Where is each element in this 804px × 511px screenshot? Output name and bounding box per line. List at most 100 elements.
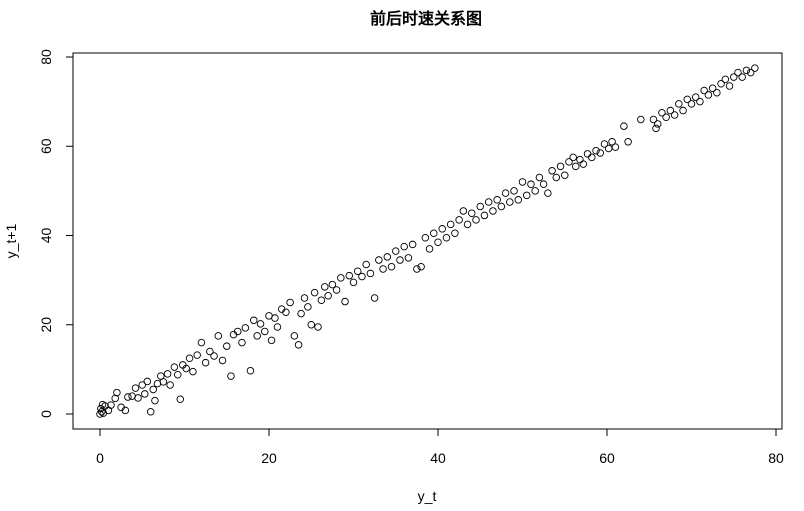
data-point	[730, 73, 738, 81]
data-point	[413, 265, 421, 273]
data-point	[556, 162, 565, 171]
data-point	[253, 332, 261, 340]
data-point	[197, 338, 206, 347]
y-tick-label: 60	[38, 138, 54, 154]
data-point	[658, 109, 666, 117]
data-point	[375, 256, 383, 264]
data-point	[404, 254, 413, 262]
data-point	[548, 167, 556, 175]
data-point	[337, 274, 345, 282]
data-point	[717, 80, 725, 88]
data-point	[484, 198, 493, 206]
data-point	[290, 332, 299, 340]
data-point	[421, 233, 430, 242]
data-point	[170, 363, 179, 371]
data-point	[544, 189, 552, 197]
data-point	[149, 385, 157, 394]
data-point	[159, 378, 168, 386]
data-point	[497, 202, 506, 211]
data-point	[738, 73, 746, 81]
data-point	[438, 225, 446, 233]
y-tick-label: 20	[38, 317, 54, 333]
data-point	[113, 388, 121, 397]
data-point	[383, 253, 392, 261]
data-point	[163, 370, 172, 378]
data-point	[683, 95, 692, 104]
data-point	[341, 297, 349, 306]
data-point	[201, 358, 210, 367]
data-point	[579, 160, 588, 168]
y-axis-label: y_t+1	[3, 223, 19, 258]
data-point	[417, 262, 425, 271]
data-point	[210, 352, 218, 360]
x-axis: 0 20 40 60 80	[96, 429, 784, 466]
data-point	[146, 408, 155, 416]
data-point	[362, 260, 370, 269]
data-point	[480, 211, 489, 220]
data-point	[353, 267, 362, 275]
data-point	[600, 140, 609, 148]
data-point	[539, 180, 548, 188]
data-point	[379, 265, 387, 273]
data-point	[408, 240, 417, 249]
data-point	[141, 390, 149, 398]
data-point	[218, 356, 227, 365]
data-point	[185, 354, 194, 362]
data-point	[317, 296, 326, 304]
data-point	[300, 294, 309, 302]
points	[96, 64, 759, 418]
data-point	[233, 327, 242, 336]
data-point	[222, 342, 231, 350]
data-point	[267, 336, 276, 345]
x-tick-label: 60	[599, 450, 615, 466]
data-point	[124, 393, 132, 401]
data-point	[700, 86, 708, 95]
data-point	[446, 220, 455, 229]
data-point	[751, 64, 759, 72]
data-point	[138, 381, 146, 389]
data-point	[366, 269, 375, 278]
data-point	[535, 173, 544, 182]
data-point	[387, 262, 396, 271]
data-point	[463, 220, 472, 229]
data-point	[679, 106, 687, 115]
data-point	[708, 84, 717, 92]
data-point	[134, 394, 142, 402]
data-point	[250, 316, 258, 325]
data-point	[261, 327, 269, 336]
data-point	[358, 272, 366, 281]
data-point	[151, 396, 159, 405]
data-point	[166, 381, 174, 389]
data-point	[501, 189, 510, 197]
data-point	[652, 124, 660, 133]
data-point	[396, 256, 404, 264]
data-point	[721, 75, 730, 84]
data-point	[206, 347, 214, 356]
data-point	[131, 384, 140, 392]
data-point	[522, 191, 531, 200]
data-point	[241, 324, 250, 332]
data-point	[565, 158, 573, 166]
data-point	[596, 149, 604, 157]
data-point	[583, 150, 592, 158]
data-point	[670, 111, 679, 119]
data-point	[620, 122, 628, 130]
chart-title: 前后时速关系图	[370, 9, 482, 28]
data-point	[297, 309, 305, 318]
data-point	[451, 229, 459, 238]
data-point	[649, 115, 658, 124]
data-point	[189, 367, 197, 376]
data-point	[476, 202, 485, 211]
data-point	[704, 91, 713, 99]
data-point	[442, 233, 451, 242]
data-point	[430, 229, 438, 238]
data-point	[310, 288, 319, 297]
data-point	[256, 320, 265, 328]
data-point	[143, 377, 152, 386]
y-axis: 0 20 40 60 80	[38, 49, 73, 418]
data-point	[425, 245, 434, 253]
data-point	[307, 321, 316, 329]
data-point	[527, 180, 535, 188]
data-point	[121, 406, 130, 415]
